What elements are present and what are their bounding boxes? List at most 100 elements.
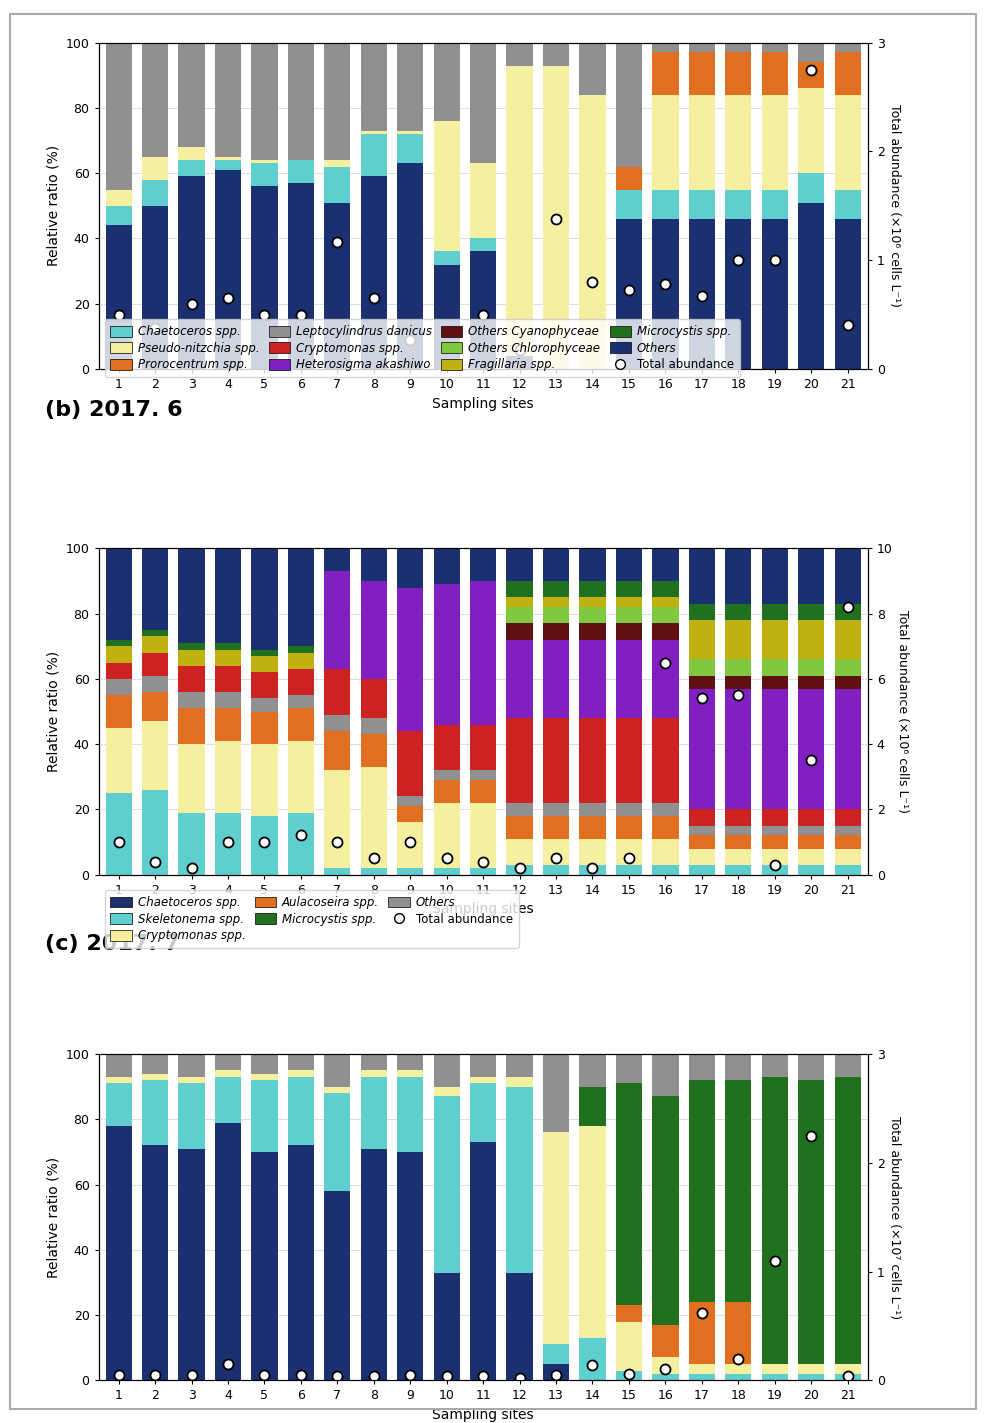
Bar [215, 157, 242, 161]
Point [147, 850, 163, 872]
Bar [106, 640, 132, 646]
Bar [251, 815, 278, 875]
Bar [397, 805, 423, 822]
Point [585, 270, 600, 293]
Bar [616, 43, 642, 166]
Bar [725, 659, 751, 676]
Bar [507, 815, 532, 838]
Bar [251, 672, 278, 699]
Bar [361, 868, 387, 875]
Bar [798, 88, 824, 174]
Bar [215, 1123, 242, 1380]
Point [475, 1365, 491, 1387]
Point [548, 1363, 564, 1386]
Point [804, 748, 819, 771]
Bar [653, 189, 678, 219]
Point [512, 339, 528, 361]
Point [220, 1353, 236, 1376]
Legend: Chaetoceros spp., Pseudo-nitzchia spp., Prorocentrum spp., Leptocylindrus danicu: Chaetoceros spp., Pseudo-nitzchia spp., … [105, 319, 740, 377]
Bar [725, 620, 751, 659]
Point [256, 303, 272, 326]
Bar [324, 202, 350, 369]
Bar [798, 810, 824, 825]
Point [621, 277, 637, 300]
Bar [761, 1077, 788, 1365]
Bar [543, 43, 569, 65]
Y-axis label: Total abundance (×10⁷ cells L⁻¹): Total abundance (×10⁷ cells L⁻¹) [888, 1116, 901, 1319]
Bar [434, 803, 459, 868]
Bar [324, 571, 350, 669]
Bar [215, 169, 242, 369]
Bar [688, 848, 715, 865]
Bar [834, 1054, 861, 1077]
Bar [688, 548, 715, 603]
Bar [106, 225, 132, 369]
Bar [616, 548, 642, 581]
Point [840, 1365, 856, 1387]
Bar [251, 649, 278, 656]
Bar [178, 1083, 205, 1148]
Bar [798, 620, 824, 659]
Bar [106, 1126, 132, 1380]
Bar [761, 848, 788, 865]
Bar [178, 161, 205, 176]
Bar [106, 1083, 132, 1126]
Bar [834, 865, 861, 875]
Bar [178, 643, 205, 649]
Bar [834, 548, 861, 603]
Bar [507, 43, 532, 65]
Bar [761, 189, 788, 219]
Bar [798, 848, 824, 865]
Bar [251, 161, 278, 164]
Bar [688, 95, 715, 189]
Bar [251, 1080, 278, 1153]
Bar [616, 1322, 642, 1370]
Bar [834, 825, 861, 835]
Bar [251, 1054, 278, 1073]
Bar [580, 815, 605, 838]
Bar [288, 184, 314, 369]
Bar [688, 659, 715, 676]
Bar [142, 790, 169, 875]
Bar [761, 219, 788, 369]
Point [402, 329, 418, 351]
Bar [178, 1077, 205, 1083]
Bar [725, 603, 751, 620]
Point [804, 58, 819, 81]
Bar [688, 689, 715, 810]
Bar [616, 623, 642, 640]
Bar [543, 581, 569, 598]
Bar [215, 666, 242, 692]
Bar [616, 581, 642, 598]
Bar [251, 656, 278, 672]
Bar [798, 43, 824, 63]
Bar [653, 1097, 678, 1325]
Bar [580, 548, 605, 581]
Bar [106, 206, 132, 225]
Bar [507, 548, 532, 581]
Bar [470, 1083, 496, 1143]
Bar [798, 835, 824, 848]
Point [183, 857, 199, 879]
Point [767, 249, 783, 272]
Bar [580, 1338, 605, 1380]
Bar [580, 598, 605, 608]
Bar [798, 865, 824, 875]
Bar [470, 43, 496, 164]
Bar [688, 219, 715, 369]
Bar [761, 1373, 788, 1380]
Bar [361, 767, 387, 868]
Bar [251, 1073, 278, 1080]
Point [439, 336, 455, 359]
Bar [616, 838, 642, 865]
Bar [688, 1080, 715, 1302]
Point [256, 831, 272, 854]
Y-axis label: Relative ratio (%): Relative ratio (%) [46, 145, 60, 266]
Point [293, 303, 309, 326]
Point [804, 1124, 819, 1147]
Bar [397, 164, 423, 369]
Bar [543, 803, 569, 815]
Bar [142, 1146, 169, 1380]
Bar [543, 1054, 569, 1133]
Bar [798, 825, 824, 835]
